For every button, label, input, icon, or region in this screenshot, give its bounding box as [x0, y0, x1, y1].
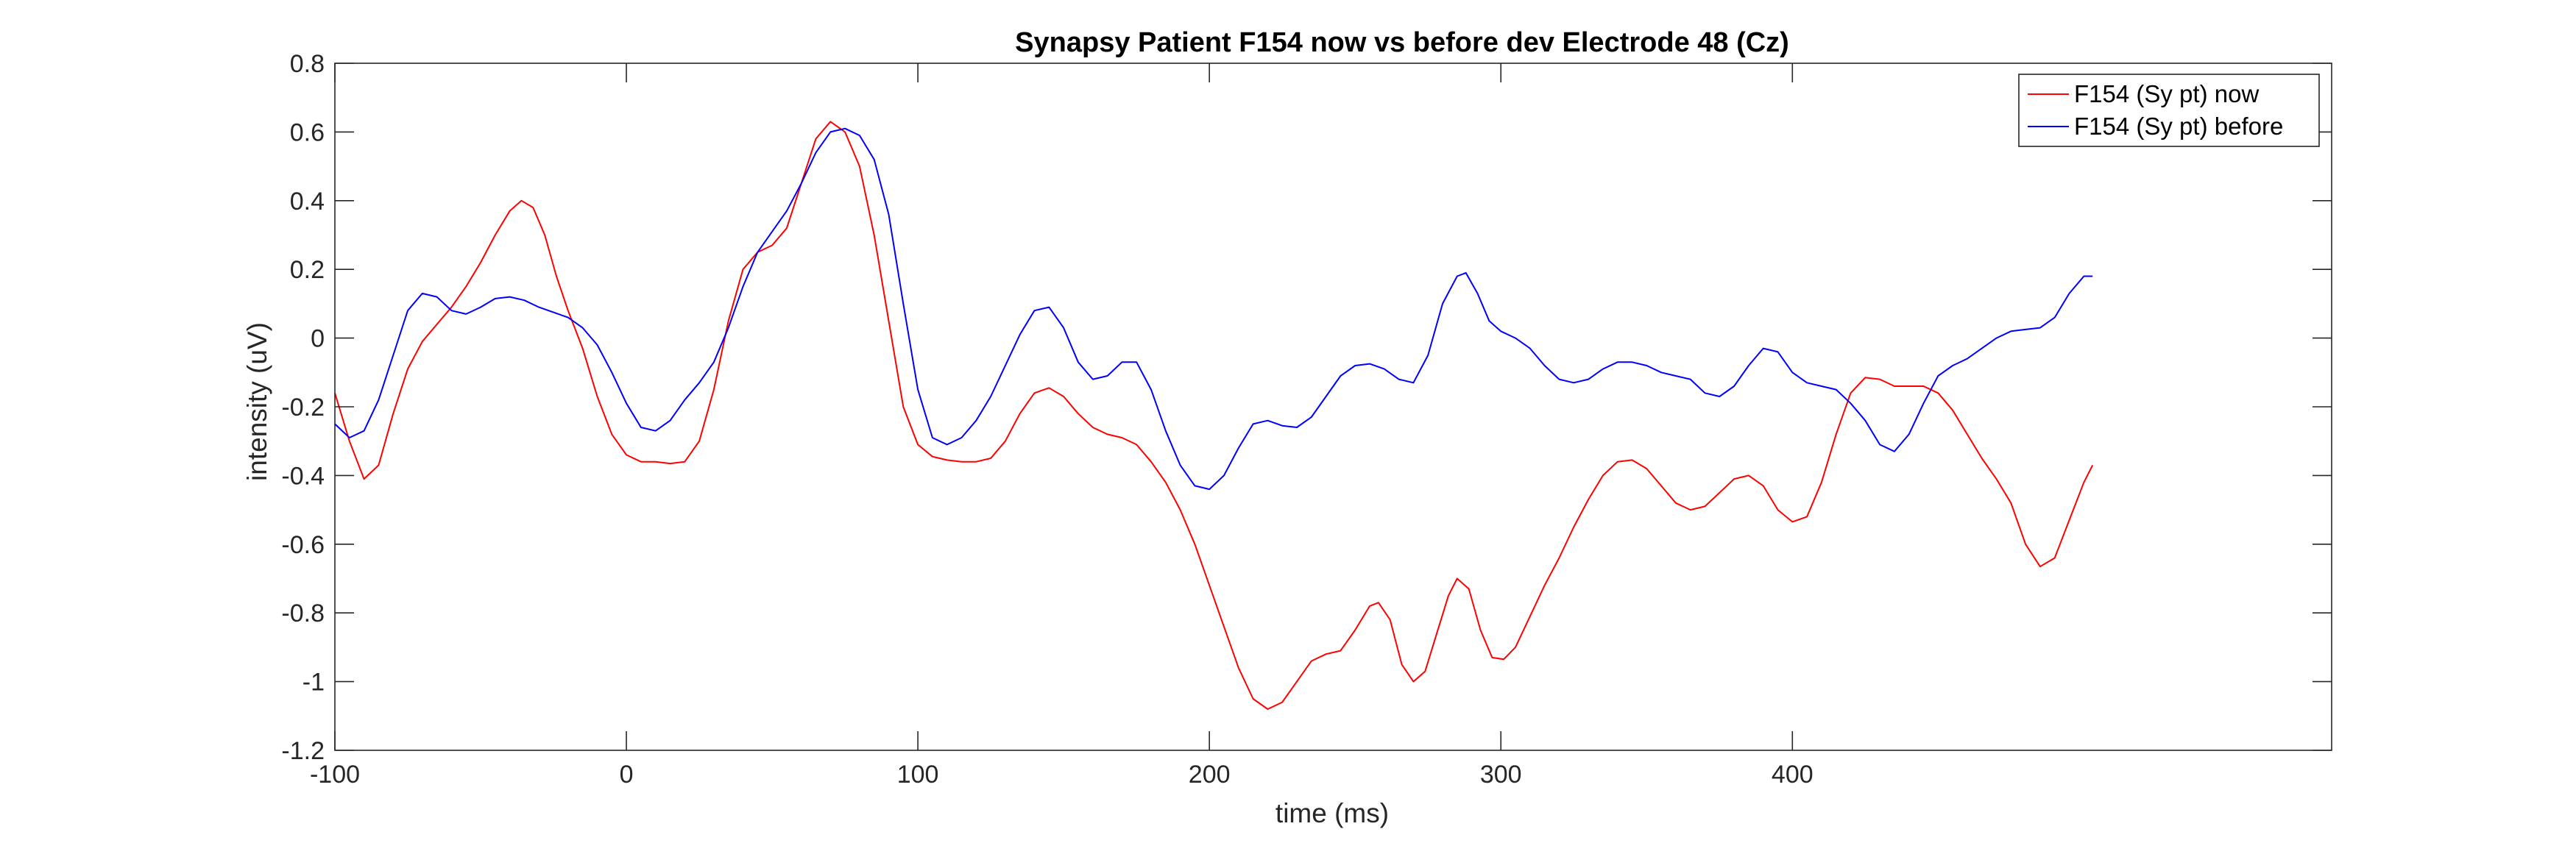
legend-label-1: F154 (Sy pt) now: [2074, 80, 2259, 107]
y-tick-label: -0.8: [281, 600, 325, 627]
series-line-1: [334, 121, 2094, 710]
plot-area: [335, 63, 2332, 750]
y-tick-label: -0.2: [281, 394, 325, 422]
series-line-2: [334, 127, 2093, 491]
y-tick-label: -0.4: [281, 462, 325, 490]
x-axis-label: time (ms): [1275, 798, 1389, 828]
y-tick-label: 0.6: [290, 118, 325, 146]
series-layer: [334, 121, 2094, 710]
axes-layer: -100 0 100 200 300 400 -1.2 -1 -0.8 -0.6 -0.4 -0.2 0…: [281, 50, 2332, 789]
y-tick-label: -0.6: [281, 531, 325, 559]
chart-title: Synapsy Patient F154 now vs before dev E…: [1015, 27, 1789, 58]
y-axis-label: intensity (uV): [242, 322, 272, 481]
y-tick-label: 0.8: [290, 50, 325, 78]
x-tick-label: 400: [1772, 761, 1814, 789]
y-tick-label: -1.2: [281, 737, 325, 765]
y-tick-label: 0.2: [290, 256, 325, 284]
y-tick-label: 0.4: [290, 188, 325, 216]
x-tick-label: 0: [620, 761, 634, 789]
legend: F154 (Sy pt) now F154 (Sy pt) before: [2018, 74, 2320, 147]
y-tick-label: 0: [311, 325, 325, 353]
x-tick-label: 100: [897, 761, 939, 789]
x-tick-label: -100: [310, 761, 360, 789]
legend-label-2: F154 (Sy pt) before: [2074, 113, 2283, 140]
x-tick-label: 300: [1480, 761, 1522, 789]
y-tick-label: -1: [302, 669, 325, 697]
plot-background: [335, 63, 2332, 750]
legend-box: [2018, 74, 2320, 147]
x-tick-label: 200: [1189, 761, 1231, 789]
